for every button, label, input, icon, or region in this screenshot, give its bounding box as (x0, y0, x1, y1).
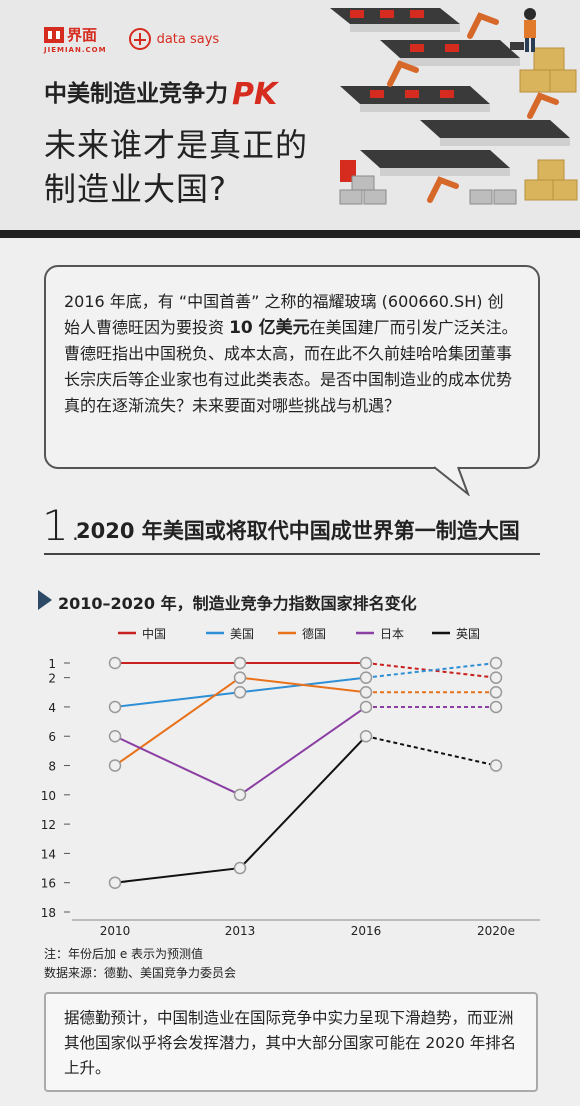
datasays-logo: data says (128, 28, 220, 50)
series-projection (365, 662, 497, 679)
chart-title: 2010–2020 年，制造业竞争力指数国家排名变化 (58, 594, 417, 613)
jiemian-logo-domain: JIEMIAN.COM (44, 46, 107, 54)
x-tick-label: 2016 (351, 924, 382, 938)
data-point (489, 671, 503, 684)
jiemian-logo: 界面 JIEMIAN.COM (44, 24, 107, 54)
y-tick-label: 8 (48, 760, 56, 774)
jiemian-logo-text: 界面 (67, 26, 98, 44)
factory-illustration (330, 8, 578, 205)
data-point (233, 686, 247, 699)
intro-text-1: 2016 年底，有 “中国首善” 之称的福耀玻璃 (600660.SH) 创始人… (64, 292, 504, 337)
jiemian-logo-icon (44, 26, 64, 43)
data-point (359, 700, 373, 714)
y-tick-label: 4 (48, 701, 56, 715)
play-icon (38, 590, 52, 610)
x-tick-label: 2013 (225, 924, 256, 938)
headline-line-2: 未来谁才是真正的 (44, 126, 309, 164)
y-tick-label: 2 (48, 672, 56, 686)
legend-label: 美国 (230, 627, 254, 641)
data-point (108, 759, 122, 772)
callout-tail (433, 466, 470, 496)
intro-paragraph: 2016 年底，有 “中国首善” 之称的福耀玻璃 (600660.SH) 创始人… (64, 289, 518, 419)
data-point (489, 686, 503, 699)
y-tick-label: 10 (41, 789, 56, 803)
data-point (489, 759, 503, 772)
y-tick-label: 1 (48, 657, 56, 671)
data-point (233, 861, 247, 875)
data-point (233, 656, 247, 670)
ranking-line-chart: 12 4 6 8 10 12 14 16 18 2010 2013 2016 2020e 中国 美国 德国 日本… (41, 626, 540, 938)
series-line (114, 706, 367, 796)
data-point (233, 671, 247, 684)
x-tick-label: 2020e (477, 924, 515, 938)
pk-badge: PK (232, 77, 278, 112)
logo-group: 界面 JIEMIAN.COM data says (44, 24, 219, 54)
x-tick-label: 2010 (100, 924, 131, 938)
legend-label: 英国 (456, 627, 480, 641)
y-tick-label: 18 (41, 906, 56, 920)
data-point (359, 686, 373, 699)
headline-line-1: 中美制造业竞争力 PK (44, 74, 277, 112)
summary-box: 据德勤预计，中国制造业在国际竞争中实力呈现下滑趋势，而亚洲其他国家似乎将会发挥潜… (44, 992, 538, 1092)
data-point (108, 876, 122, 889)
data-point (359, 729, 373, 743)
y-tick-label: 12 (41, 818, 56, 832)
y-tick-label: 14 (41, 847, 56, 861)
series-line (114, 735, 367, 884)
data-point (489, 700, 503, 714)
chart-note: 注：年份后加 e 表示为预测值 (44, 947, 204, 961)
intro-highlight: 10 亿美元 (229, 318, 310, 338)
chart-source: 数据来源：德勤、美国竞争力委员会 (44, 966, 237, 980)
section-title: 2020 年美国或将取代中国成世界第一制造大国 (76, 519, 520, 543)
data-point (233, 788, 247, 802)
section-number: 1. (42, 501, 83, 550)
legend-label: 中国 (142, 626, 166, 641)
intro-callout: 2016 年底，有 “中国首善” 之称的福耀玻璃 (600660.SH) 创始人… (44, 265, 540, 469)
summary-text: 据德勤预计，中国制造业在国际竞争中实力呈现下滑趋势，而亚洲其他国家似乎将会发挥潜… (64, 1009, 517, 1077)
datasays-logo-text: data says (156, 31, 220, 47)
intro-text-2: 在美国建厂而引发广泛关注。曹德旺指出中国税负、成本太高，而在此不久前娃哈哈集团董… (64, 318, 518, 415)
datasays-logo-icon (128, 28, 151, 50)
headline-line-3: 制造业大国? (44, 170, 227, 208)
data-point (108, 656, 122, 670)
data-point (489, 656, 503, 670)
data-point (359, 656, 373, 670)
series-projection (365, 735, 497, 767)
y-tick-label: 16 (41, 877, 56, 891)
legend-label: 日本 (380, 627, 404, 641)
data-point (359, 671, 373, 684)
data-point (108, 700, 122, 714)
header-banner: 界面 JIEMIAN.COM data says 中美制造业竞争力 PK 未来谁才… (0, 0, 580, 230)
section-rule (44, 553, 540, 555)
data-point (108, 729, 122, 743)
header-divider (0, 230, 580, 238)
legend-label: 德国 (302, 626, 326, 641)
headline-text: 中美制造业竞争力 (44, 81, 228, 107)
y-tick-label: 6 (48, 730, 56, 744)
